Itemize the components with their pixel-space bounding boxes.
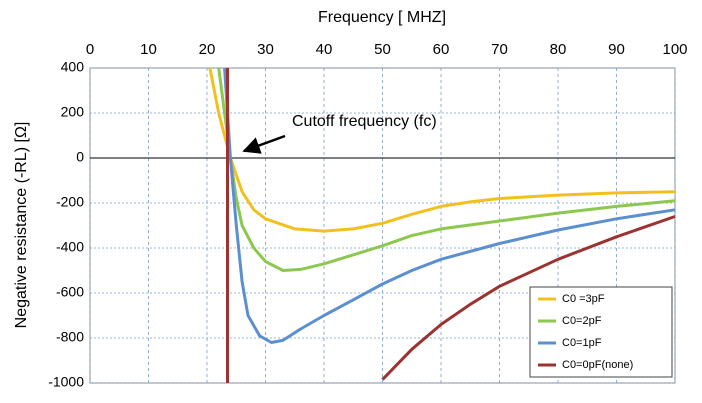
x-tick-label: 80 — [550, 41, 567, 58]
y-tick-label: -800 — [56, 329, 84, 345]
y-tick-label: -600 — [56, 284, 84, 300]
grid: 0 10 20 30 40 50 60 70 80 90 100 400 200 0 -200 -400 -60… — [48, 41, 687, 390]
annotation: Cutoff frequency (fc) — [292, 113, 437, 130]
legend-label: C0=0pF(none) — [562, 359, 633, 371]
y-tick-label: 200 — [61, 104, 85, 120]
x-tick-label: 20 — [199, 41, 216, 58]
x-tick-label: 100 — [662, 41, 687, 58]
y-tick-label: -400 — [56, 239, 84, 255]
y-axis-label: Negative resistance (-RL) [Ω] — [13, 122, 30, 329]
annotation-arrow — [242, 134, 286, 154]
y-tick-label: -1000 — [48, 374, 84, 390]
chart-title: Frequency [ MHZ] — [318, 9, 446, 26]
y-tick-label: -200 — [56, 194, 84, 210]
y-tick-label: 400 — [61, 59, 85, 75]
x-tick-label: 70 — [491, 41, 508, 58]
legend: C0 =3pF C0=2pF C0=1pF C0=0pF(none) — [529, 286, 673, 378]
legend-box — [529, 286, 673, 378]
series-line — [226, 68, 676, 383]
series-line — [208, 67, 676, 233]
x-tick-label: 10 — [140, 41, 157, 58]
x-tick-label: 40 — [316, 41, 333, 58]
y-tick-label: 0 — [76, 149, 84, 165]
lines — [208, 67, 676, 383]
series-line — [223, 67, 676, 344]
x-tick-label: 50 — [374, 41, 391, 58]
legend-label: C0=2pF — [562, 315, 602, 327]
series-line — [217, 67, 676, 272]
x-tick-label: 60 — [433, 41, 450, 58]
legend-label: C0 =3pF — [562, 293, 605, 305]
legend-label: C0=1pF — [562, 337, 602, 349]
x-tick-label: 30 — [257, 41, 274, 58]
x-tick-label: 90 — [608, 41, 625, 58]
x-tick-label: 0 — [86, 41, 94, 58]
